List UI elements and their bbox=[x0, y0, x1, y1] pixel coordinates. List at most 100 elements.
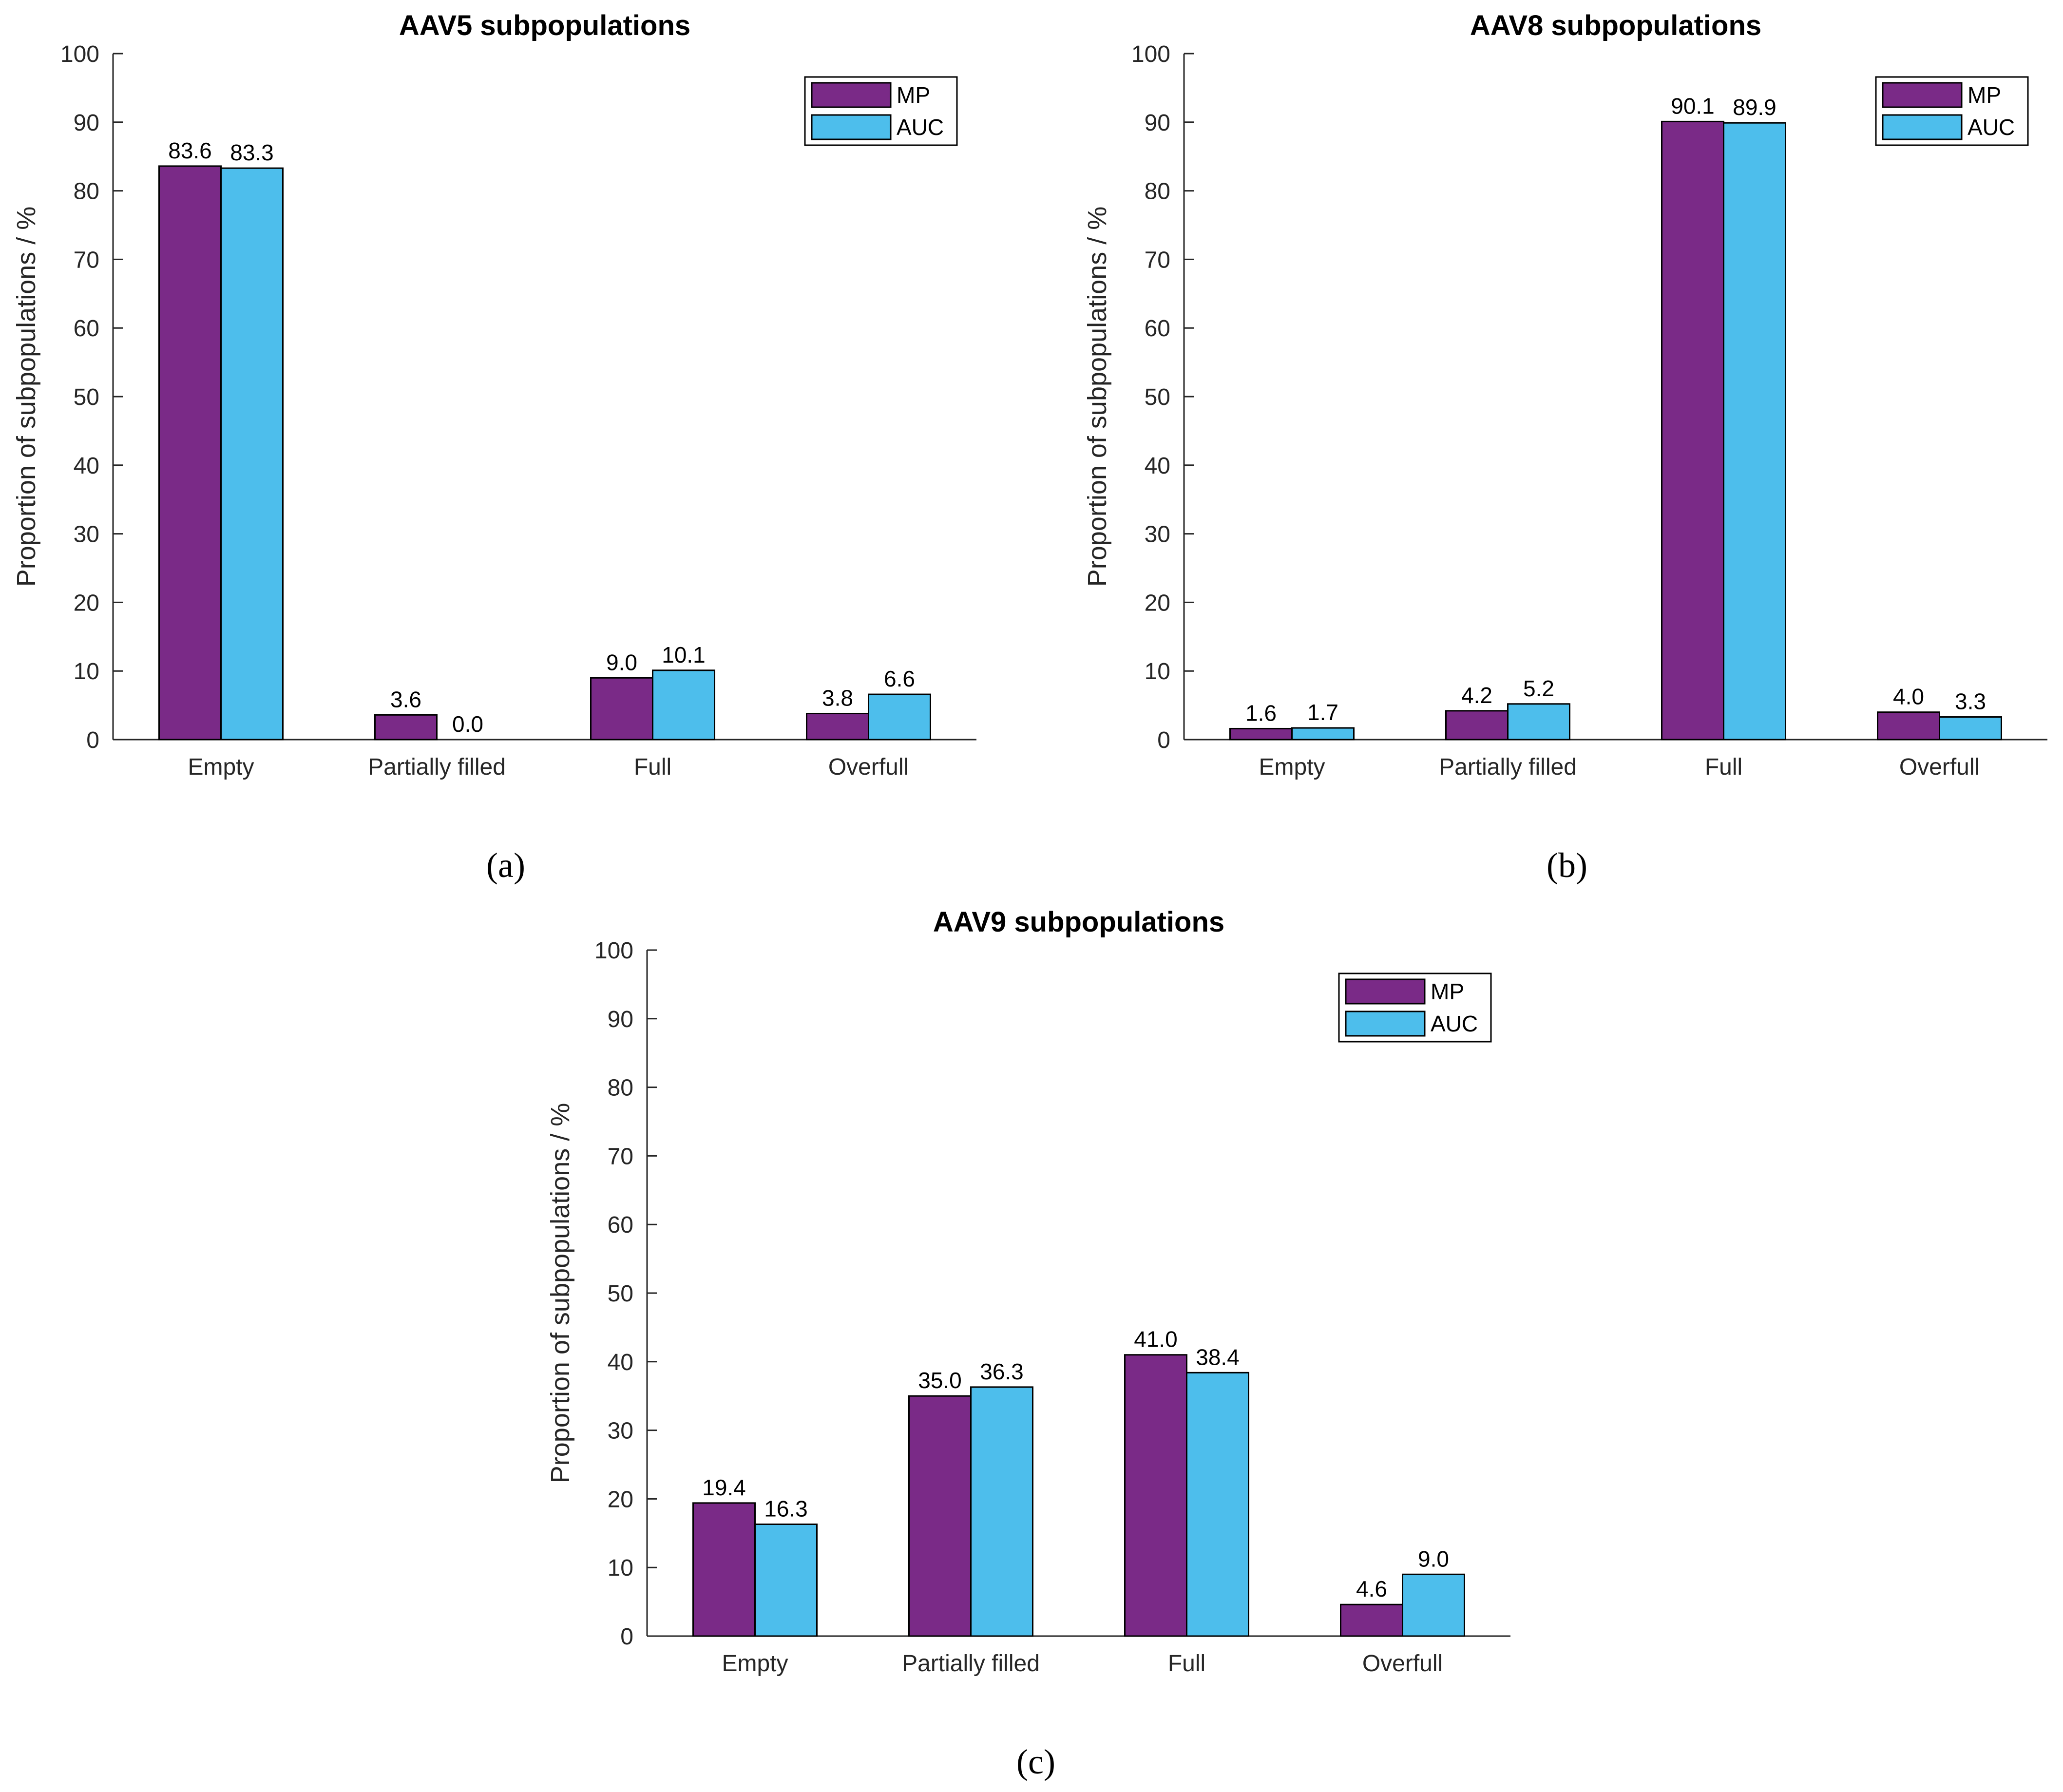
y-axis-label: Proportion of subpopulations / % bbox=[12, 207, 41, 587]
y-tick-label: 20 bbox=[608, 1487, 633, 1512]
y-tick-label: 50 bbox=[608, 1281, 633, 1307]
data-label: 38.4 bbox=[1196, 1344, 1240, 1370]
bar-mp-partially-filled bbox=[374, 714, 438, 741]
data-label: 10.1 bbox=[662, 642, 706, 667]
x-tick-label: Overfull bbox=[1362, 1651, 1443, 1677]
legend: MP AUC bbox=[1875, 76, 2029, 146]
bar-mp-overfull bbox=[806, 712, 869, 741]
y-tick-label: 30 bbox=[74, 522, 99, 548]
legend-swatch-mp bbox=[1345, 978, 1426, 1005]
x-tick-label: Partially filled bbox=[368, 754, 506, 780]
bar-auc-empty bbox=[220, 167, 284, 741]
bar-auc-full bbox=[652, 669, 715, 741]
x-tick-label: Overfull bbox=[1899, 754, 1980, 780]
data-label: 0.0 bbox=[452, 711, 483, 737]
data-label: 5.2 bbox=[1523, 676, 1554, 701]
data-label: 83.3 bbox=[230, 140, 274, 165]
data-label: 90.1 bbox=[1671, 93, 1715, 118]
x-tick-label: Empty bbox=[188, 754, 254, 780]
y-axis-label: Proportion of subpopulations / % bbox=[1083, 207, 1112, 587]
data-label: 3.3 bbox=[1955, 689, 1986, 714]
data-label: 3.8 bbox=[822, 685, 853, 710]
chart-aav9: AAV9 subpopulations 0 10 20 30 40 50 60 70 80 90 10… bbox=[546, 906, 1510, 1781]
legend-swatch-auc bbox=[1882, 114, 1963, 140]
legend-swatch-mp bbox=[811, 82, 892, 108]
chart-caption: (b) bbox=[1547, 846, 1587, 885]
chart-caption: (a) bbox=[486, 846, 525, 885]
legend: MP AUC bbox=[1338, 972, 1492, 1043]
bar-mp-partially-filled bbox=[908, 1395, 972, 1637]
y-tick-label: 80 bbox=[74, 179, 99, 205]
chart-aav8: AAV8 subpopulations 0 10 20 30 40 50 60 70 80 90 10… bbox=[1083, 10, 2047, 885]
y-tick-label: 90 bbox=[608, 1007, 633, 1032]
x-tick-label: Empty bbox=[722, 1651, 788, 1677]
y-tick-label: 0 bbox=[620, 1624, 633, 1650]
y-tick-label: 30 bbox=[608, 1418, 633, 1444]
x-tick-label: Partially filled bbox=[902, 1651, 1040, 1677]
y-tick-label: 80 bbox=[608, 1075, 633, 1101]
y-tick-label: 0 bbox=[86, 727, 99, 753]
data-label: 4.0 bbox=[1893, 684, 1924, 709]
y-tick-label: 40 bbox=[1145, 453, 1170, 479]
legend-swatch-auc bbox=[811, 114, 892, 140]
bar-mp-partially-filled bbox=[1445, 710, 1509, 741]
bar-mp-full bbox=[1661, 120, 1724, 741]
data-label: 4.6 bbox=[1356, 1576, 1387, 1601]
legend-label-auc: AUC bbox=[897, 114, 944, 140]
y-tick-label: 70 bbox=[1145, 247, 1170, 273]
data-label: 36.3 bbox=[980, 1359, 1024, 1384]
y-tick-label: 20 bbox=[1145, 590, 1170, 616]
data-label: 6.6 bbox=[884, 666, 915, 691]
y-tick-label: 40 bbox=[608, 1350, 633, 1375]
bar-auc-partially-filled bbox=[1507, 703, 1570, 741]
data-label: 9.0 bbox=[1418, 1546, 1449, 1571]
y-tick-label: 20 bbox=[74, 590, 99, 616]
bar-mp-full bbox=[590, 677, 653, 741]
chart-title: AAV5 subpopulations bbox=[399, 10, 690, 41]
x-tick-label: Empty bbox=[1259, 754, 1325, 780]
y-tick-label: 60 bbox=[74, 316, 99, 342]
data-label: 41.0 bbox=[1134, 1327, 1178, 1352]
y-tick-label: 60 bbox=[608, 1212, 633, 1238]
y-axis-label: Proportion of subpopulations / % bbox=[546, 1103, 575, 1484]
y-tick-label: 30 bbox=[1145, 522, 1170, 548]
data-label: 1.6 bbox=[1245, 700, 1277, 725]
bar-auc-full bbox=[1186, 1372, 1249, 1637]
legend-label-mp: MP bbox=[897, 82, 930, 108]
legend-swatch-auc bbox=[1345, 1010, 1426, 1037]
data-label: 83.6 bbox=[168, 138, 212, 163]
data-label: 3.6 bbox=[390, 686, 421, 712]
x-tick-label: Full bbox=[1705, 754, 1742, 780]
data-label: 89.9 bbox=[1733, 95, 1776, 120]
legend-label-mp: MP bbox=[1431, 979, 1464, 1004]
y-tick-label: 50 bbox=[74, 384, 99, 410]
data-label: 1.7 bbox=[1307, 700, 1338, 725]
bar-auc-overfull bbox=[868, 693, 931, 741]
chart-title: AAV9 subpopulations bbox=[933, 906, 1224, 938]
bar-mp-empty bbox=[1229, 727, 1293, 741]
data-label: 4.2 bbox=[1461, 683, 1492, 708]
data-label: 9.0 bbox=[606, 649, 637, 675]
y-tick-label: 10 bbox=[74, 659, 99, 685]
bar-auc-partially-filled bbox=[970, 1386, 1033, 1637]
chart-title: AAV8 subpopulations bbox=[1470, 10, 1761, 41]
data-label: 19.4 bbox=[702, 1475, 746, 1500]
y-tick-label: 100 bbox=[594, 938, 633, 964]
legend-swatch-mp bbox=[1882, 82, 1963, 108]
bar-mp-full bbox=[1124, 1354, 1187, 1637]
x-tick-label: Full bbox=[634, 754, 671, 780]
y-tick-label: 40 bbox=[74, 453, 99, 479]
x-tick-label: Partially filled bbox=[1439, 754, 1577, 780]
y-tick-label: 100 bbox=[60, 41, 99, 67]
y-tick-label: 90 bbox=[1145, 110, 1170, 136]
legend: MP AUC bbox=[804, 76, 958, 146]
chart-caption: (c) bbox=[1016, 1742, 1055, 1781]
y-tick-label: 70 bbox=[74, 247, 99, 273]
data-label: 16.3 bbox=[764, 1496, 808, 1521]
x-tick-label: Full bbox=[1168, 1651, 1205, 1677]
y-tick-label: 70 bbox=[608, 1144, 633, 1169]
y-tick-label: 0 bbox=[1157, 727, 1170, 753]
chart-aav5: AAV5 subpopulations 0 10 20 30 40 50 60 70 80 90 10… bbox=[12, 10, 976, 885]
bar-auc-empty bbox=[1291, 727, 1355, 741]
bar-mp-empty bbox=[692, 1502, 756, 1637]
